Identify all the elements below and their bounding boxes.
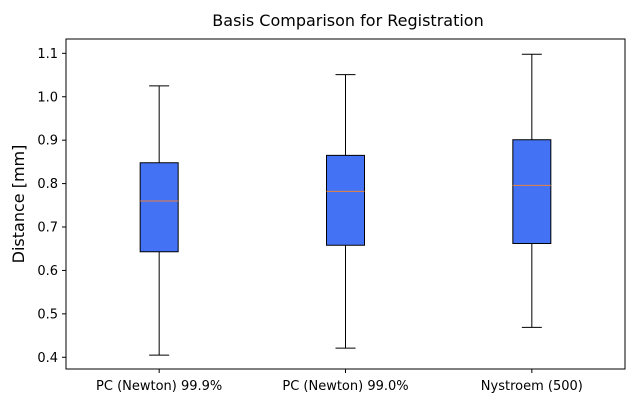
y-tick-label: 0.8	[37, 177, 58, 192]
y-tick-label: 0.5	[37, 307, 58, 322]
x-tick-label: PC (Newton) 99.0%	[282, 379, 408, 394]
chart-title: Basis Comparison for Registration	[212, 11, 483, 30]
plot-area: 0.4 0.5 0.6 0.7 0.8 0.9 1.0 1.1 PC (Newton) 99.9…	[37, 38, 626, 394]
iqr-box	[139, 162, 179, 253]
iqr-box	[326, 154, 365, 246]
x-tick-label: PC (Newton) 99.9%	[96, 379, 222, 394]
y-axis-label: Distance [mm]	[9, 145, 28, 264]
y-tick-label: 0.6	[37, 264, 58, 279]
x-tick-label: Nystroem (500)	[481, 379, 583, 394]
y-tick-label: 0.4	[37, 351, 58, 366]
y-tick-label: 1.0	[37, 90, 58, 105]
y-tick-label: 0.7	[37, 221, 58, 236]
y-tick-label: 0.9	[37, 134, 58, 149]
iqr-box	[512, 139, 552, 245]
y-tick-label: 1.1	[37, 47, 58, 62]
